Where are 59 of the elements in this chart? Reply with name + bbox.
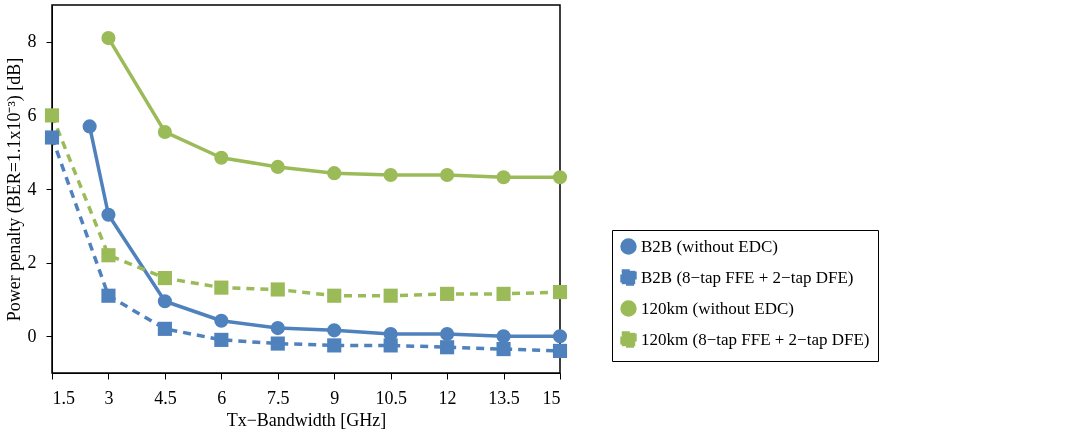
point (101, 288, 116, 303)
x-tick-label: 3 (104, 387, 114, 408)
point (327, 166, 342, 181)
point (270, 336, 285, 351)
point (552, 284, 568, 300)
point (496, 286, 511, 301)
point (101, 207, 116, 222)
point (270, 321, 285, 336)
x-tick-label: 6 (217, 387, 227, 408)
legend-label: 120km (without EDC) (641, 298, 794, 318)
x-tick-label: 13.5 (488, 387, 520, 408)
point (82, 119, 97, 134)
x-tick-label: 7.5 (267, 387, 290, 408)
point (101, 248, 116, 263)
point (44, 130, 60, 145)
x-tick-label: 12 (438, 387, 457, 408)
point (157, 321, 172, 336)
x-tick-label: 4.5 (154, 387, 177, 408)
point (440, 326, 455, 342)
point (327, 323, 342, 338)
point (214, 313, 229, 328)
y-axis-title: Power penalty (BER=1.1x10⁻³) [dB] (3, 57, 25, 322)
y-tick-label: 6 (27, 104, 37, 125)
point (496, 170, 511, 185)
point (214, 332, 229, 347)
legend-label: B2B (without EDC) (641, 236, 778, 256)
point (496, 342, 511, 357)
legend-label: 120km (8−tap FFE + 2−tap DFE) (641, 329, 870, 349)
point (44, 108, 60, 123)
x-tick-label: 1.5 (52, 387, 75, 408)
point (157, 124, 172, 140)
point (552, 170, 568, 185)
point (157, 270, 172, 286)
point (101, 31, 116, 46)
point (552, 343, 568, 358)
legend-label: B2B (8−tap FFE + 2−tap DFE) (641, 267, 854, 287)
y-tick-label: 8 (27, 31, 37, 52)
point (440, 340, 455, 355)
point (214, 280, 229, 295)
point (383, 288, 398, 303)
y-tick-label: 2 (27, 252, 37, 273)
point (552, 329, 568, 344)
point (383, 338, 398, 353)
x-tick-label: 9 (330, 387, 340, 408)
x-tick-label: 15 (542, 387, 561, 408)
point (496, 329, 511, 344)
point (157, 294, 172, 309)
point (214, 150, 229, 165)
point (440, 286, 455, 301)
point (327, 338, 342, 353)
point (440, 167, 455, 183)
y-tick-label: 0 (27, 325, 37, 346)
y-tick-label: 4 (27, 178, 37, 199)
x-axis-title: Tx−Bandwidth [GHz] (226, 409, 387, 430)
point (327, 288, 342, 303)
x-tick-label: 10.5 (375, 387, 407, 408)
point (383, 167, 398, 183)
point (270, 159, 285, 174)
point (270, 282, 285, 297)
